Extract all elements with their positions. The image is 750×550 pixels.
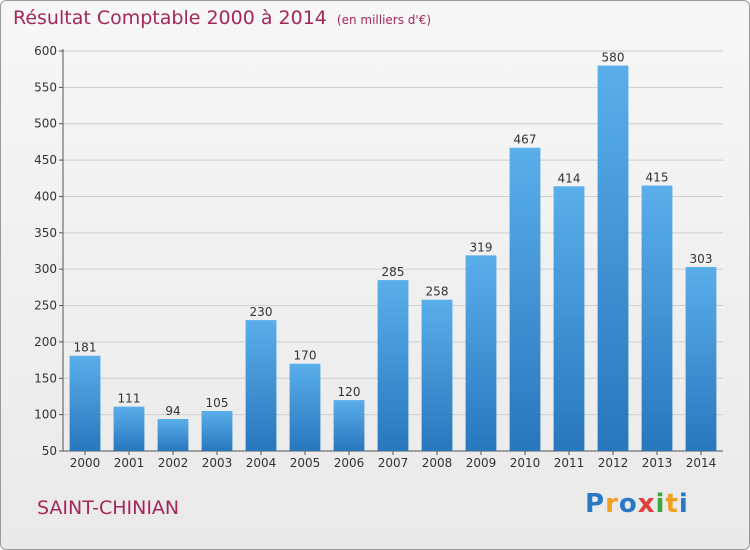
bar <box>421 299 453 451</box>
y-tick-label: 200 <box>34 335 57 349</box>
axes: 50 100 150 200 250 300 350 400 450 500 550 600 2000 2… <box>34 44 723 470</box>
bar <box>641 185 673 451</box>
x-tick-label: 2011 <box>554 456 585 470</box>
x-tick-label: 2001 <box>114 456 145 470</box>
x-tick-label: 2013 <box>642 456 673 470</box>
x-tick-label: 2010 <box>510 456 541 470</box>
bar <box>201 411 233 451</box>
logo-letter: r <box>605 489 619 519</box>
y-tick-label: 100 <box>34 408 57 422</box>
bar-value-label: 120 <box>338 385 361 399</box>
bar-value-label: 181 <box>74 341 97 355</box>
chart-subtitle: (en milliers d'€) <box>336 13 432 27</box>
y-tick-label: 550 <box>34 80 57 94</box>
bar-value-label: 105 <box>206 396 229 410</box>
logo-letter: P <box>585 489 606 519</box>
bar <box>465 255 497 451</box>
bar <box>509 147 541 451</box>
y-tick-label: 350 <box>34 226 57 240</box>
bar-value-label: 94 <box>165 404 180 418</box>
x-tick-label: 2006 <box>334 456 365 470</box>
y-tick-label: 400 <box>34 189 57 203</box>
x-tick-label: 2009 <box>466 456 497 470</box>
bar-value-label: 111 <box>118 392 141 406</box>
bar <box>157 419 189 451</box>
x-tick-label: 2008 <box>422 456 453 470</box>
y-tick-label: 150 <box>34 371 57 385</box>
bar-value-label: 415 <box>646 171 669 185</box>
bar <box>553 186 585 452</box>
bar <box>685 267 717 451</box>
x-tick-label: 2014 <box>686 456 717 470</box>
bar <box>333 400 365 451</box>
bar <box>69 355 101 451</box>
y-tick-label: 300 <box>34 262 57 276</box>
x-tick-label: 2005 <box>290 456 321 470</box>
y-tick-label: 600 <box>34 44 57 58</box>
bar-value-label: 285 <box>382 265 405 279</box>
logo-letter: i <box>655 489 666 519</box>
bar <box>289 363 321 451</box>
bar <box>377 280 409 451</box>
bar-value-label: 258 <box>426 285 449 299</box>
logo-letter: i <box>678 489 689 519</box>
y-tick-label: 500 <box>34 117 57 131</box>
bar-value-label: 170 <box>294 349 317 363</box>
proxiti-logo: Proxiti <box>585 489 689 519</box>
y-tick-label: 50 <box>42 444 57 458</box>
bar-value-label: 467 <box>514 133 537 147</box>
bar-value-label: 230 <box>250 305 273 319</box>
y-tick-label: 250 <box>34 299 57 313</box>
y-tick-label: 450 <box>34 153 57 167</box>
bar-value-label: 580 <box>602 51 625 65</box>
x-tick-label: 2012 <box>598 456 629 470</box>
x-tick-label: 2002 <box>158 456 189 470</box>
bar <box>113 406 145 451</box>
bar-value-label: 414 <box>558 171 581 185</box>
logo-letter: o <box>618 489 638 519</box>
bar <box>245 320 277 451</box>
x-tick-label: 2007 <box>378 456 409 470</box>
title-text: Résultat Comptable 2000 à 2014 <box>13 7 327 29</box>
logo-letter: x <box>637 489 656 519</box>
bar <box>597 65 629 451</box>
data-labels: 181 111 94 105 230 170 120 285 258 319 467 414 580 41… <box>74 51 713 418</box>
x-tick-label: 2003 <box>202 456 233 470</box>
x-tick-label: 2000 <box>70 456 101 470</box>
place-name: SAINT-CHINIAN <box>37 497 180 519</box>
bar-value-label: 319 <box>470 240 493 254</box>
bar-value-label: 303 <box>690 252 713 266</box>
chart-title: Résultat Comptable 2000 à 2014 (en millie… <box>13 7 431 29</box>
x-tick-label: 2004 <box>246 456 277 470</box>
logo-letter: t <box>665 489 679 519</box>
bars <box>69 65 717 452</box>
